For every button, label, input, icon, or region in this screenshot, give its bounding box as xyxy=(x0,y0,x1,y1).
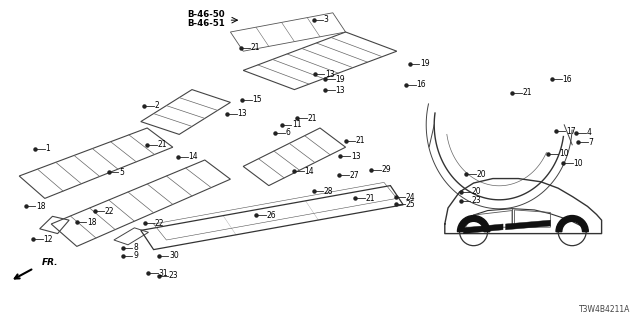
Text: 30: 30 xyxy=(169,252,179,260)
Text: 29: 29 xyxy=(381,165,391,174)
Text: 22: 22 xyxy=(105,207,115,216)
Text: 11: 11 xyxy=(292,120,301,129)
Text: 19: 19 xyxy=(420,60,429,68)
Text: 17: 17 xyxy=(566,127,575,136)
Text: 13: 13 xyxy=(237,109,247,118)
Text: 14: 14 xyxy=(305,167,314,176)
Wedge shape xyxy=(556,216,588,232)
Text: B-46-50: B-46-50 xyxy=(187,10,225,19)
Text: 23: 23 xyxy=(471,196,481,205)
Text: 7: 7 xyxy=(588,138,593,147)
Wedge shape xyxy=(458,216,490,232)
Text: 21: 21 xyxy=(365,194,375,203)
Text: 18: 18 xyxy=(87,218,97,227)
Text: 8: 8 xyxy=(133,244,138,252)
Text: 14: 14 xyxy=(188,152,198,161)
Text: 27: 27 xyxy=(349,171,359,180)
Text: 20: 20 xyxy=(476,170,486,179)
Text: 13: 13 xyxy=(351,152,360,161)
Text: 9: 9 xyxy=(133,252,138,260)
Polygon shape xyxy=(506,220,550,230)
Text: 25: 25 xyxy=(406,200,415,209)
Text: 19: 19 xyxy=(335,75,345,84)
Text: T3W4B4211A: T3W4B4211A xyxy=(579,305,630,314)
Text: 21: 21 xyxy=(356,136,365,145)
Text: 12: 12 xyxy=(44,235,53,244)
Text: 24: 24 xyxy=(406,193,415,202)
Text: 2: 2 xyxy=(154,101,159,110)
Text: 18: 18 xyxy=(36,202,45,211)
Text: 4: 4 xyxy=(586,128,591,137)
Text: B-46-51: B-46-51 xyxy=(187,20,225,28)
Text: 1: 1 xyxy=(45,144,50,153)
Text: 20: 20 xyxy=(471,188,481,196)
Text: 16: 16 xyxy=(417,80,426,89)
Text: 6: 6 xyxy=(285,128,291,137)
Text: 21: 21 xyxy=(307,114,317,123)
Text: 21: 21 xyxy=(251,44,260,52)
Text: 15: 15 xyxy=(252,95,262,104)
Text: 13: 13 xyxy=(325,70,335,79)
Text: 26: 26 xyxy=(266,211,276,220)
Text: 5: 5 xyxy=(119,168,124,177)
Text: 16: 16 xyxy=(563,75,572,84)
Text: 23: 23 xyxy=(169,271,179,280)
Text: 10: 10 xyxy=(573,159,583,168)
Text: 22: 22 xyxy=(155,219,164,228)
Text: 3: 3 xyxy=(324,15,329,24)
Text: 21: 21 xyxy=(157,140,167,149)
Text: 13: 13 xyxy=(335,86,345,95)
Text: 28: 28 xyxy=(324,187,333,196)
Text: 10: 10 xyxy=(559,149,568,158)
Polygon shape xyxy=(463,224,503,234)
Text: 31: 31 xyxy=(159,269,168,278)
Text: 21: 21 xyxy=(522,88,532,97)
Text: FR.: FR. xyxy=(42,258,59,267)
